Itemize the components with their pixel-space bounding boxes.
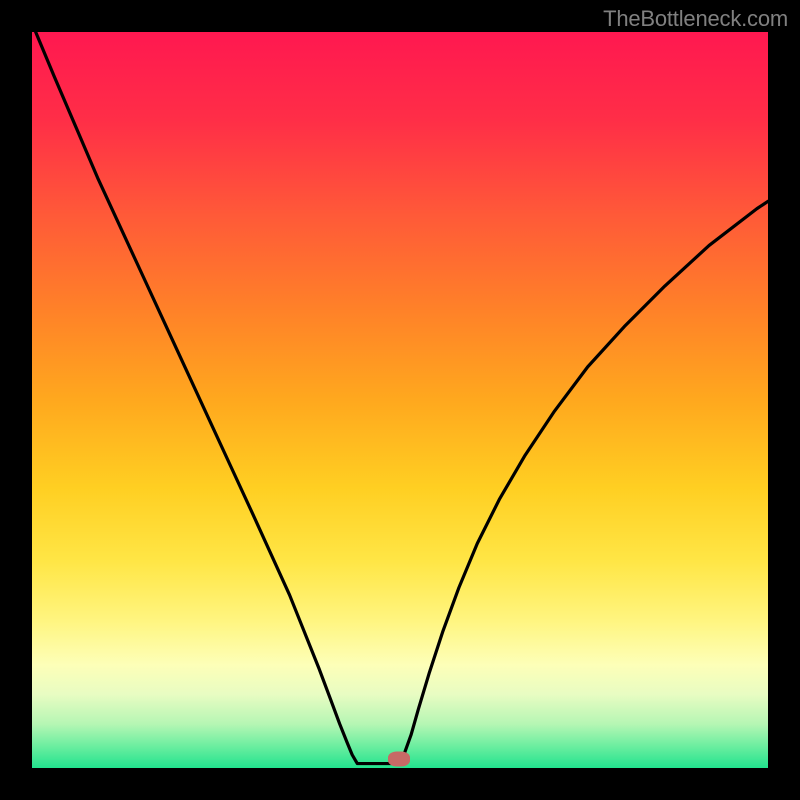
optimal-point-marker (388, 752, 410, 767)
watermark-text: TheBottleneck.com (603, 6, 788, 32)
plot-area (32, 32, 768, 768)
gradient-background (32, 32, 768, 768)
